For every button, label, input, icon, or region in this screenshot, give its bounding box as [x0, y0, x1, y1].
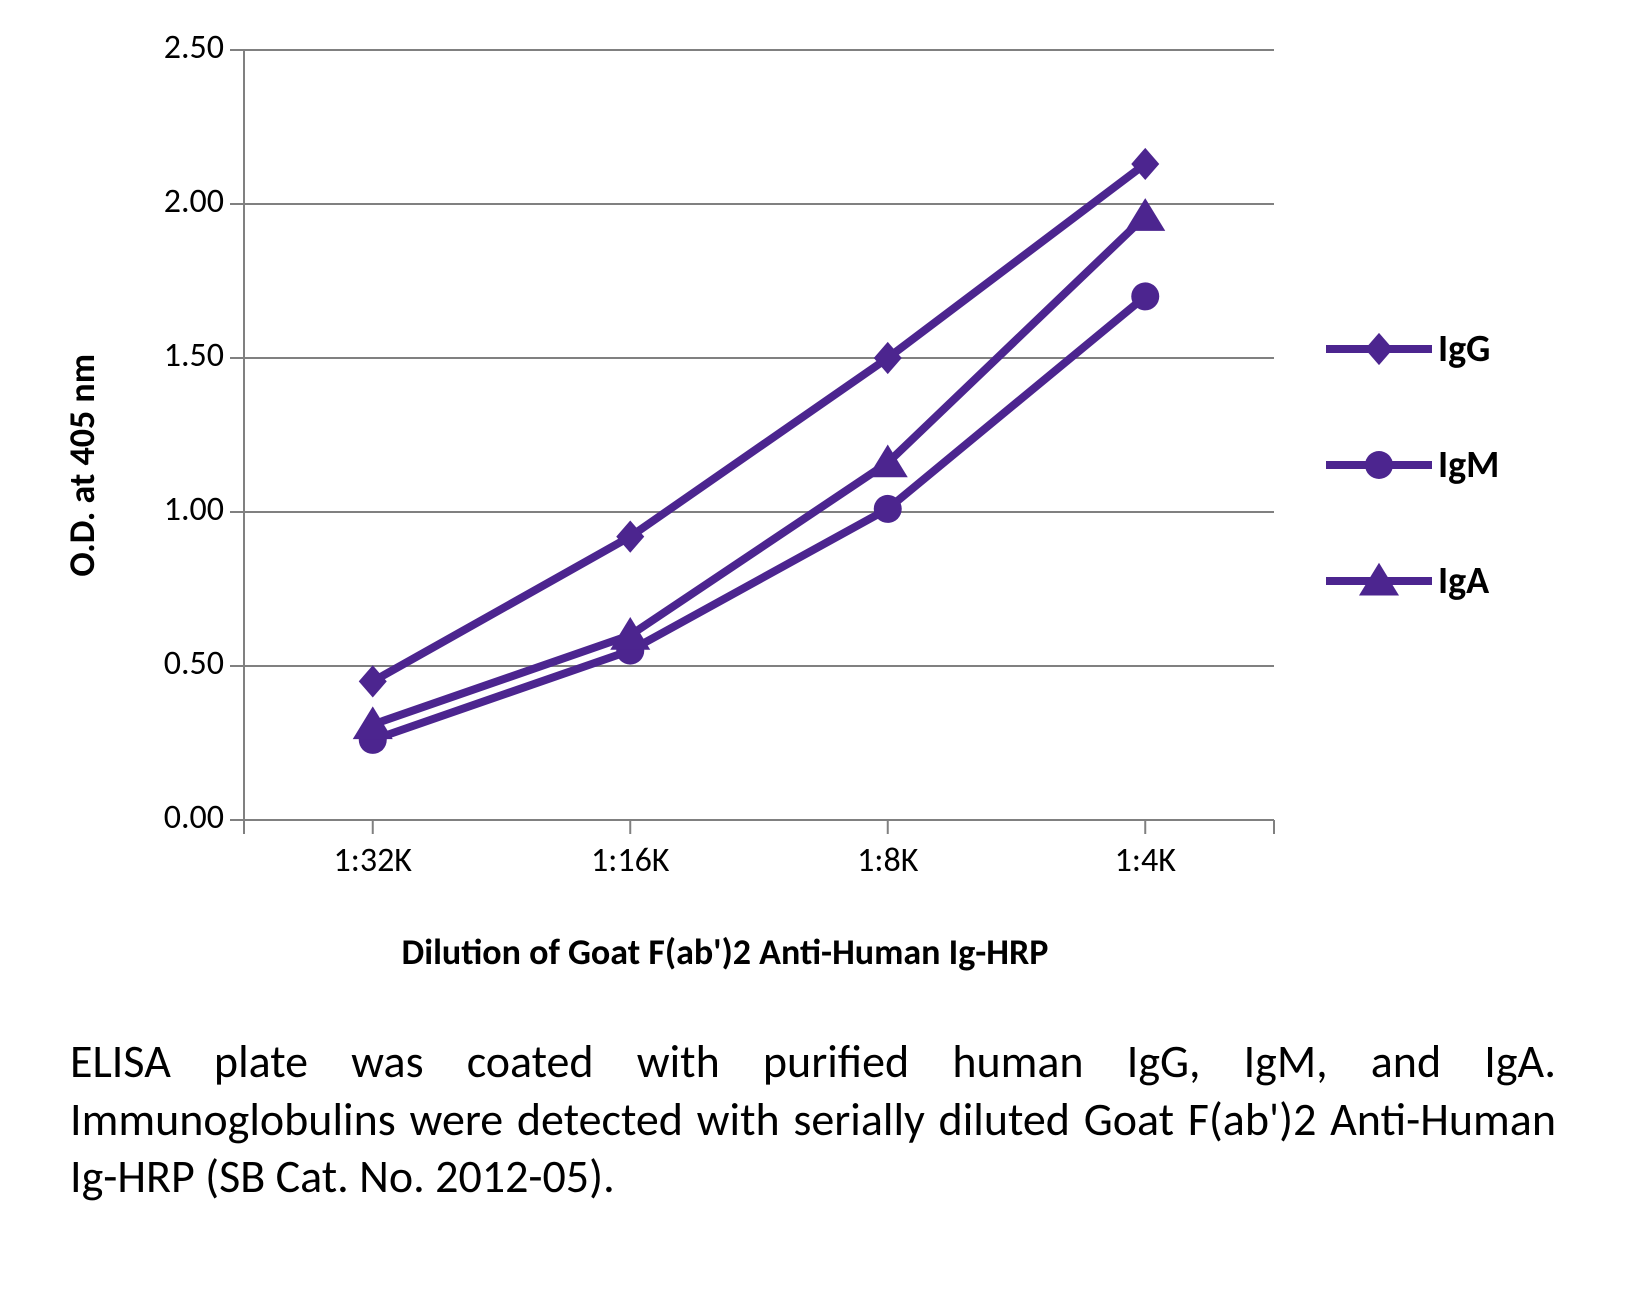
x-axis-title: Dilution of Goat F(ab')2 Anti-Human Ig-H… — [200, 930, 1250, 974]
legend-item-igm: IgM — [1324, 442, 1499, 488]
svg-text:1:32K: 1:32K — [334, 840, 413, 881]
legend-label-igg: IgG — [1438, 326, 1490, 372]
svg-text:2.50: 2.50 — [164, 30, 224, 68]
svg-text:1.00: 1.00 — [164, 489, 224, 530]
legend-item-igg: IgG — [1324, 326, 1499, 372]
y-axis-title: O.D. at 405 nm — [60, 354, 104, 577]
legend-swatch-iga — [1324, 561, 1434, 601]
legend: IgG IgM IgA — [1324, 326, 1499, 604]
svg-text:0.50: 0.50 — [164, 643, 224, 684]
page-root: O.D. at 405 nm 0.00 0.50 1.00 1.50 2.00 2.50 1… — [0, 0, 1626, 1306]
svg-text:0.00: 0.00 — [164, 797, 224, 838]
chart-container: O.D. at 405 nm 0.00 0.50 1.00 1.50 2.00 2.50 1… — [60, 30, 1566, 900]
line-chart: 0.00 0.50 1.00 1.50 2.00 2.50 1:32K 1:16K 1:8K 1:… — [114, 30, 1294, 900]
svg-text:1.50: 1.50 — [164, 335, 224, 376]
svg-text:1:16K: 1:16K — [591, 840, 670, 881]
svg-text:2.00: 2.00 — [164, 181, 224, 222]
legend-swatch-igg — [1324, 329, 1434, 369]
legend-item-iga: IgA — [1324, 558, 1499, 604]
svg-text:1:4K: 1:4K — [1115, 840, 1177, 881]
svg-text:1:8K: 1:8K — [857, 840, 919, 881]
legend-label-iga: IgA — [1438, 558, 1489, 604]
caption-text: ELISA plate was coated with purified hum… — [60, 1034, 1566, 1207]
legend-swatch-igm — [1324, 445, 1434, 485]
legend-label-igm: IgM — [1438, 442, 1499, 488]
